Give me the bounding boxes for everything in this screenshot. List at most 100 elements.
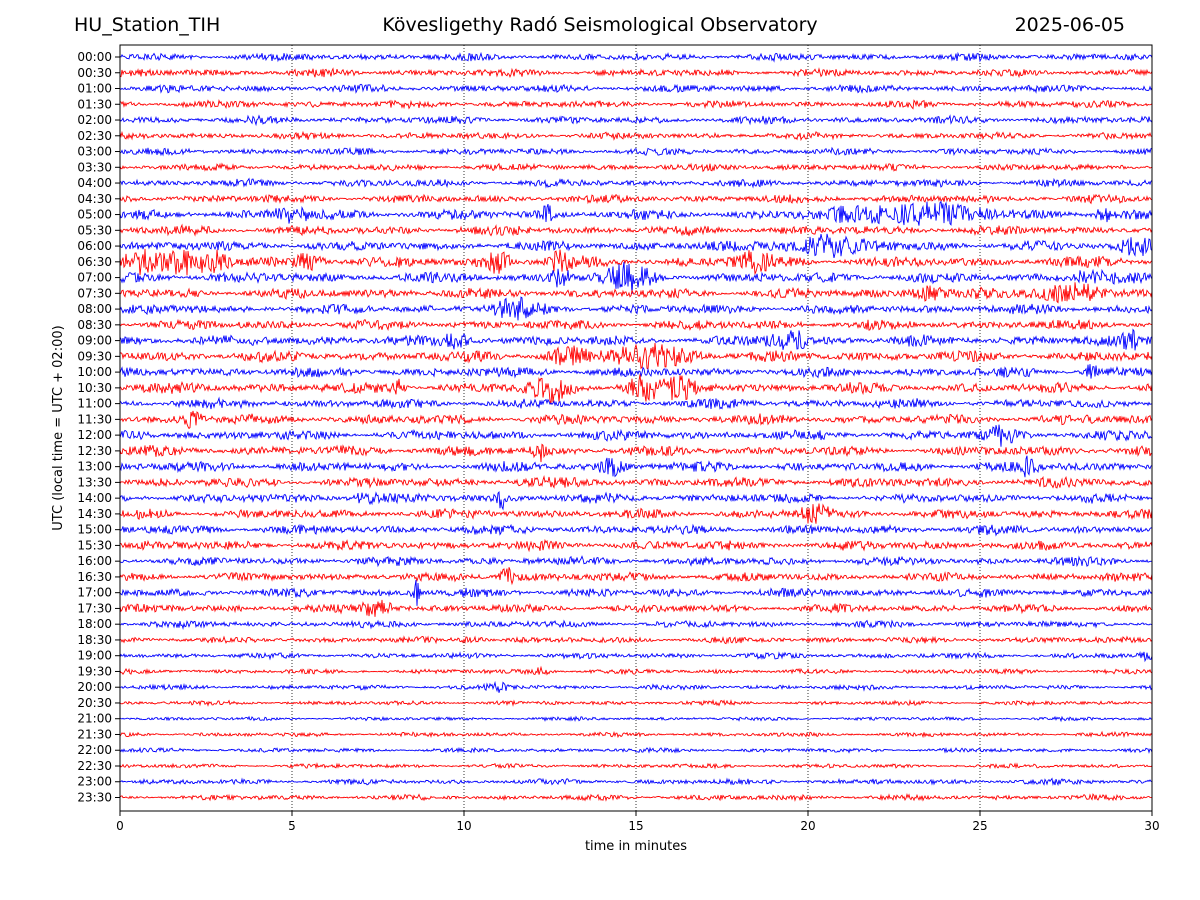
trace-0830: [119, 318, 1153, 332]
y-tick-label: 21:00: [77, 712, 112, 726]
trace-0430: [119, 193, 1153, 205]
trace-0130: [119, 98, 1153, 110]
trace-2330: [119, 792, 1153, 802]
trace-1800: [119, 619, 1153, 630]
y-tick-label: 05:00: [77, 208, 112, 222]
y-tick-label: 19:00: [77, 649, 112, 663]
station-title: HU_Station_TIH: [74, 14, 221, 36]
trace-0700: [119, 261, 1153, 295]
trace-0630: [119, 248, 1153, 276]
y-tick-label: 23:30: [77, 791, 112, 805]
x-ticks: 0 5 10 15 20 25 30: [116, 811, 1160, 833]
x-tick-label: 15: [628, 819, 643, 833]
trace-1100: [119, 396, 1153, 410]
trace-0400: [119, 177, 1153, 189]
trace-1730: [119, 599, 1153, 617]
y-tick-label: 04:00: [77, 176, 112, 190]
y-tick-label: 13:00: [77, 460, 112, 474]
trace-1130: [119, 410, 1153, 430]
y-tick-label: 08:30: [77, 318, 112, 332]
trace-0600: [119, 233, 1153, 259]
trace-2200: [119, 746, 1153, 754]
trace-0030: [119, 67, 1153, 79]
x-tick-label: 5: [288, 819, 296, 833]
y-tick-label: 00:30: [77, 66, 112, 80]
trace-1300: [119, 455, 1153, 478]
y-tick-label: 11:00: [77, 397, 112, 411]
trace-1930: [119, 665, 1153, 676]
y-tick-label: 00:00: [77, 50, 112, 64]
trace-1530: [119, 538, 1153, 553]
x-tick-label: 0: [116, 819, 124, 833]
x-tick-label: 25: [972, 819, 987, 833]
y-tick-label: 16:30: [77, 570, 112, 584]
trace-0800: [119, 296, 1153, 321]
trace-1500: [119, 523, 1153, 537]
trace-0730: [119, 282, 1153, 304]
grid-layer: [291, 45, 981, 811]
trace-0530: [119, 223, 1153, 237]
x-tick-label: 20: [800, 819, 815, 833]
y-tick-label: 14:00: [77, 491, 112, 505]
y-tick-label: 09:30: [77, 349, 112, 363]
trace-1900: [119, 650, 1153, 663]
trace-0200: [119, 114, 1153, 127]
y-tick-label: 03:00: [77, 145, 112, 159]
y-tick-label: 15:30: [77, 538, 112, 552]
y-tick-label: 18:30: [77, 633, 112, 647]
y-tick-label: 22:30: [77, 759, 112, 773]
trace-0500: [119, 200, 1153, 226]
trace-1230: [119, 443, 1153, 463]
y-tick-label: 01:00: [77, 82, 112, 96]
trace-0930: [119, 342, 1153, 370]
y-tick-label: 16:00: [77, 554, 112, 568]
y-tick-label: 07:30: [77, 286, 112, 300]
y-tick-label: 23:00: [77, 775, 112, 789]
trace-0230: [119, 130, 1153, 142]
trace-1000: [119, 364, 1153, 379]
y-tick-label: 17:00: [77, 586, 112, 600]
y-axis-label: UTC (local time = UTC + 02:00): [51, 325, 66, 530]
y-tick-label: 11:30: [77, 412, 112, 426]
trace-2000: [119, 680, 1153, 693]
trace-0900: [119, 328, 1153, 351]
x-tick-label: 10: [456, 819, 471, 833]
trace-1830: [119, 635, 1153, 645]
trace-1330: [119, 475, 1153, 489]
y-tick-label: 07:00: [77, 271, 112, 285]
trace-1700: [119, 579, 1153, 606]
y-tick-label: 10:00: [77, 365, 112, 379]
y-tick-label: 01:30: [77, 97, 112, 111]
y-tick-label: 21:30: [77, 727, 112, 741]
trace-1200: [119, 424, 1153, 447]
y-tick-label: 22:00: [77, 743, 112, 757]
y-tick-label: 13:30: [77, 475, 112, 489]
y-tick-label: 02:30: [77, 129, 112, 143]
y-tick-label: 06:30: [77, 255, 112, 269]
y-tick-label: 02:00: [77, 113, 112, 127]
y-tick-label: 05:30: [77, 223, 112, 237]
y-tick-label: 09:00: [77, 334, 112, 348]
y-tick-label: 06:00: [77, 239, 112, 253]
y-tick-label: 12:30: [77, 444, 112, 458]
trace-1400: [119, 491, 1153, 511]
trace-0330: [119, 162, 1153, 173]
trace-2100: [119, 715, 1153, 723]
y-tick-label: 18:00: [77, 617, 112, 631]
y-tick-label: 19:30: [77, 664, 112, 678]
trace-0300: [119, 146, 1153, 157]
trace-1430: [119, 503, 1153, 524]
observatory-title: Kövesligethy Radó Seismological Observat…: [382, 14, 818, 36]
y-tick-label: 04:30: [77, 192, 112, 206]
x-axis-label: time in minutes: [585, 839, 687, 854]
y-tick-label: 08:00: [77, 302, 112, 316]
y-tick-label: 12:00: [77, 428, 112, 442]
date-title: 2025-06-05: [1014, 14, 1125, 36]
trace-1600: [119, 555, 1153, 568]
y-tick-label: 17:30: [77, 601, 112, 615]
trace-2030: [119, 699, 1153, 707]
trace-0100: [119, 83, 1153, 94]
